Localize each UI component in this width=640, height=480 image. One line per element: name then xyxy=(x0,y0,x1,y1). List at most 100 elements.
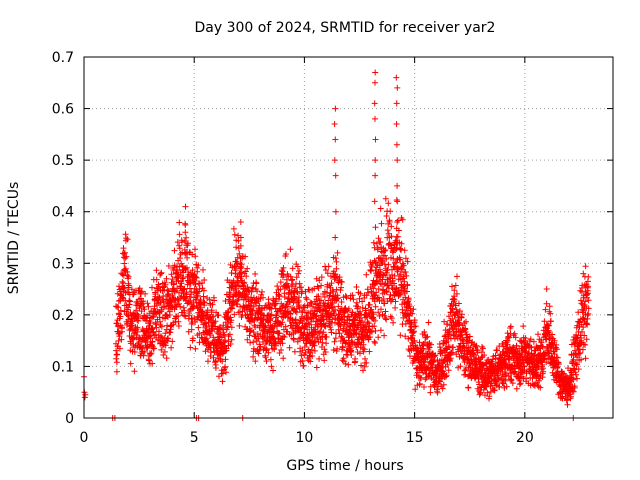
data-point xyxy=(292,317,299,324)
data-point xyxy=(181,238,188,245)
data-point xyxy=(134,328,141,335)
data-point xyxy=(434,386,440,393)
chart-title: Day 300 of 2024, SRMTID for receiver yar… xyxy=(195,20,496,36)
data-point xyxy=(582,355,589,362)
data-point xyxy=(332,255,339,262)
data-point xyxy=(370,239,377,246)
data-point xyxy=(370,285,377,292)
data-point xyxy=(250,303,257,310)
data-point xyxy=(425,319,432,326)
data-point xyxy=(414,369,421,376)
data-point xyxy=(118,336,125,343)
data-point xyxy=(317,328,324,335)
data-point xyxy=(421,384,427,390)
data-point xyxy=(527,336,534,343)
data-point xyxy=(249,307,256,314)
data-point xyxy=(502,377,509,384)
data-point xyxy=(307,349,314,356)
data-point xyxy=(189,335,196,342)
data-point xyxy=(280,264,287,271)
data-point xyxy=(540,368,547,375)
data-point xyxy=(144,314,151,321)
data-point xyxy=(359,298,366,305)
y-tick-label: 0.2 xyxy=(52,308,74,324)
data-point xyxy=(241,279,248,286)
data-point xyxy=(262,354,269,361)
data-point xyxy=(220,331,227,338)
data-point xyxy=(320,329,327,336)
data-point xyxy=(357,290,364,297)
data-point xyxy=(162,330,169,337)
data-point xyxy=(368,268,374,274)
data-point xyxy=(331,121,338,127)
data-point xyxy=(388,223,395,230)
data-point xyxy=(517,380,524,387)
data-point xyxy=(192,253,199,260)
data-point xyxy=(509,380,516,387)
data-point xyxy=(406,303,413,309)
data-point xyxy=(200,293,207,300)
data-point xyxy=(457,363,464,370)
data-point xyxy=(125,273,132,280)
data-point xyxy=(210,354,217,361)
data-point xyxy=(321,294,328,300)
data-point xyxy=(180,304,187,311)
data-point xyxy=(131,349,138,355)
data-point xyxy=(377,205,384,212)
data-point xyxy=(401,247,408,254)
data-point xyxy=(463,318,469,325)
data-point xyxy=(160,352,167,358)
data-point xyxy=(220,322,227,329)
data-point xyxy=(117,313,124,320)
data-point xyxy=(502,372,509,379)
data-point xyxy=(336,274,343,281)
data-point xyxy=(393,100,400,107)
data-point xyxy=(581,332,588,339)
data-point xyxy=(394,182,401,189)
data-point xyxy=(287,246,294,253)
data-point xyxy=(484,389,491,396)
data-point xyxy=(316,355,323,362)
data-point xyxy=(542,306,549,313)
data-point xyxy=(414,344,421,351)
data-point xyxy=(331,157,338,164)
data-point xyxy=(175,277,182,284)
data-point xyxy=(398,265,405,272)
data-point xyxy=(184,254,191,261)
data-point xyxy=(506,334,513,341)
data-point xyxy=(549,331,556,338)
data-point xyxy=(124,236,131,243)
data-point xyxy=(270,367,276,374)
data-point xyxy=(267,356,274,363)
data-point xyxy=(430,358,437,365)
data-point xyxy=(268,363,275,370)
data-point xyxy=(164,286,171,293)
data-point xyxy=(395,227,402,234)
data-point xyxy=(158,346,165,353)
data-point xyxy=(321,357,328,364)
data-point xyxy=(452,282,459,289)
data-point xyxy=(113,359,120,366)
data-point xyxy=(226,331,233,338)
data-point xyxy=(125,282,132,289)
data-point xyxy=(290,336,297,343)
data-point xyxy=(427,389,434,396)
data-point xyxy=(355,303,361,310)
data-point xyxy=(584,321,591,328)
data-point xyxy=(163,275,170,282)
data-point xyxy=(332,234,339,241)
data-point xyxy=(404,288,410,295)
data-point xyxy=(212,318,219,325)
data-point xyxy=(323,334,330,340)
data-point xyxy=(332,136,339,143)
data-point xyxy=(378,220,385,227)
data-point xyxy=(165,263,172,269)
data-point xyxy=(392,298,399,305)
data-point xyxy=(280,272,287,279)
data-point xyxy=(547,318,554,325)
data-point xyxy=(372,260,379,267)
data-point xyxy=(325,263,332,270)
data-point xyxy=(248,288,255,295)
data-point xyxy=(507,323,514,330)
data-point xyxy=(578,356,585,363)
